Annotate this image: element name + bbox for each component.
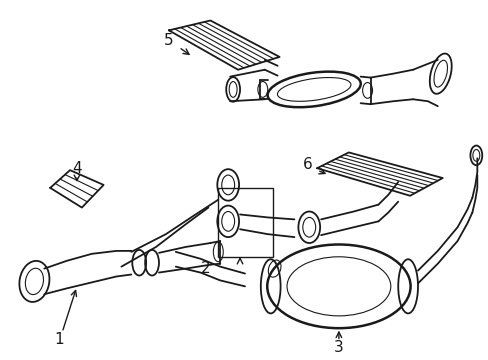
Text: 6: 6: [302, 157, 311, 172]
Text: 2: 2: [200, 261, 210, 276]
Text: 3: 3: [333, 340, 343, 355]
Bar: [218, 188, 272, 257]
Text: 5: 5: [163, 33, 173, 48]
Text: 4: 4: [72, 161, 81, 176]
Text: 1: 1: [54, 332, 64, 347]
